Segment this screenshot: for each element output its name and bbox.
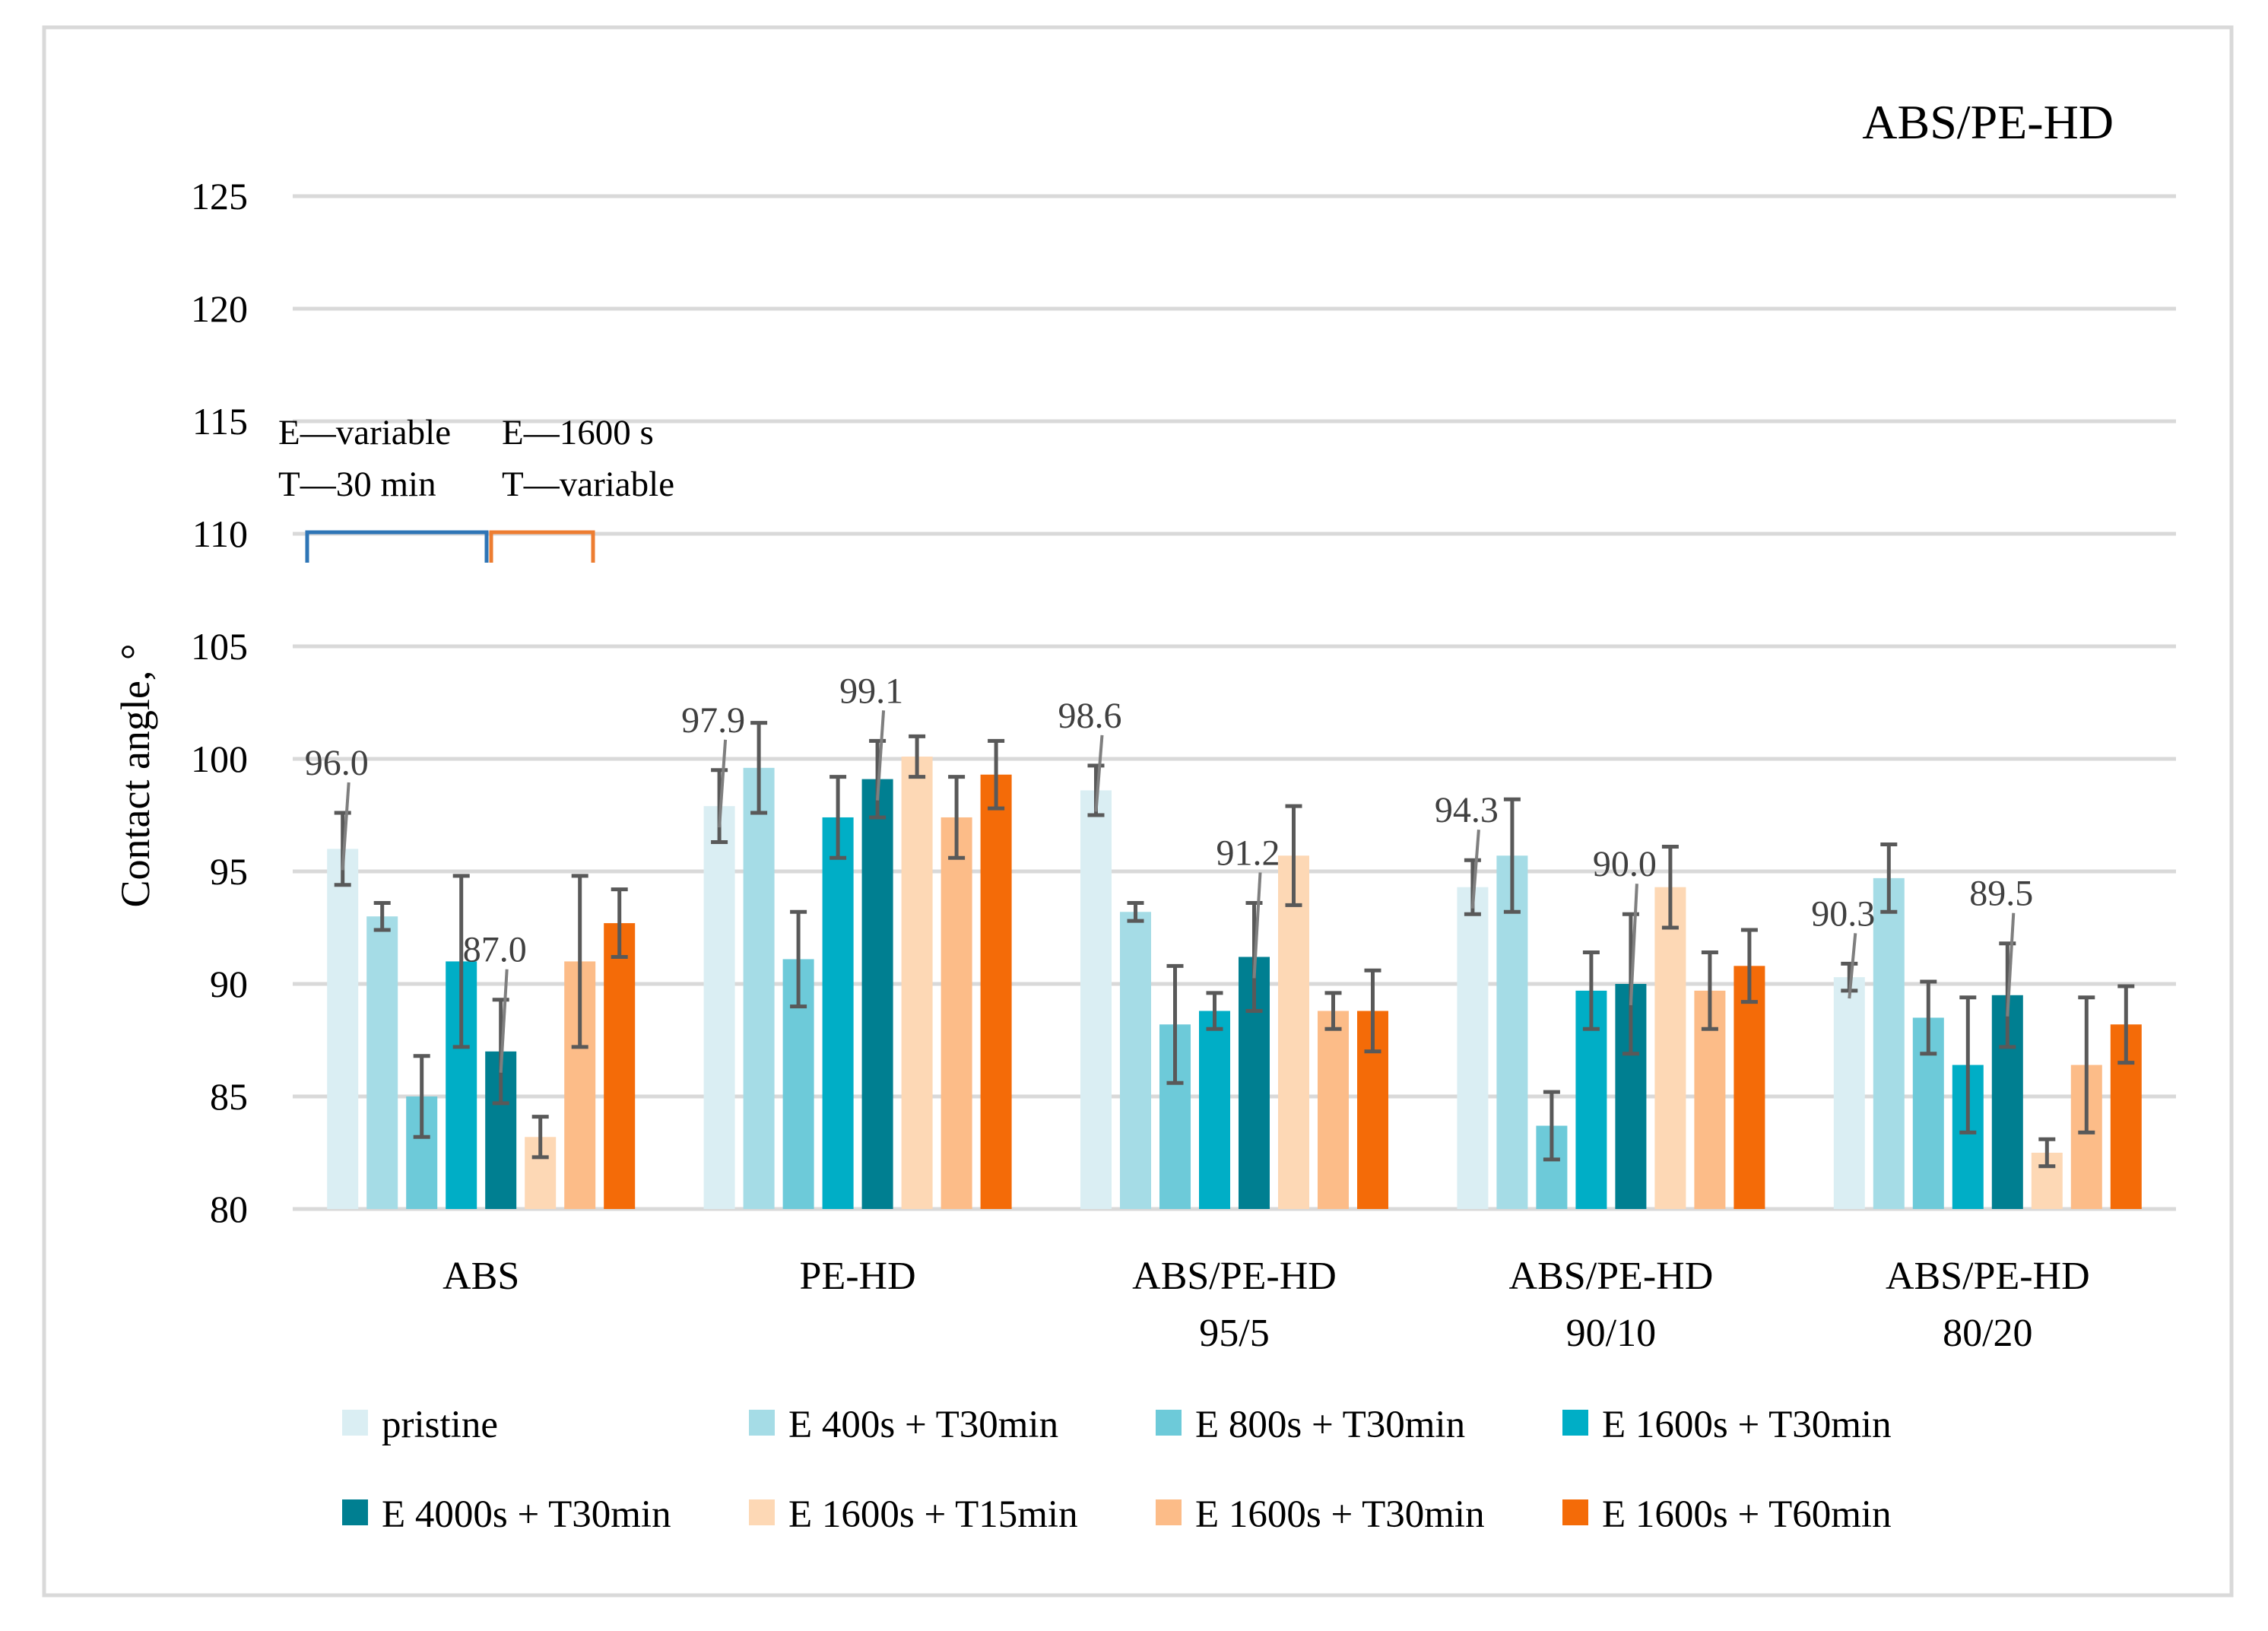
- bar: [1496, 855, 1528, 1209]
- x-tick-label: 80/20: [1943, 1312, 2032, 1355]
- y-axis-label: Contact angle, °: [113, 644, 158, 908]
- bar: [327, 849, 359, 1209]
- y-axis-ticks: 80 85 90 95 100 105 110 115 120 125: [191, 175, 248, 1230]
- data-label-leader: [1629, 884, 1638, 1006]
- legend-swatch: [342, 1410, 368, 1436]
- bar: [1457, 887, 1489, 1209]
- bar: [1873, 877, 1905, 1209]
- data-label: 89.5: [1969, 874, 2033, 914]
- y-tick-label: 110: [192, 512, 248, 555]
- x-tick-label: ABS/PE-HD: [1509, 1255, 1714, 1298]
- data-label: 90.0: [1593, 844, 1657, 884]
- bar: [941, 817, 972, 1209]
- bar: [366, 916, 398, 1209]
- data-label-leader: [341, 782, 351, 871]
- y-tick-label: 120: [191, 287, 248, 330]
- legend-label: pristine: [382, 1404, 498, 1446]
- y-tick-label: 100: [191, 738, 248, 780]
- bar: [703, 806, 735, 1209]
- legend: pristine E 400s + T30min E 800s + T30min E …: [342, 1404, 1892, 1536]
- bar: [604, 923, 636, 1209]
- legend-swatch: [1156, 1410, 1182, 1436]
- bar: [1120, 912, 1151, 1209]
- data-label: 87.0: [463, 930, 527, 970]
- y-tick-label: 125: [191, 175, 248, 217]
- bar: [822, 817, 854, 1209]
- data-label: 99.1: [839, 671, 903, 711]
- x-tick-label: PE-HD: [800, 1255, 916, 1298]
- data-label-leader: [876, 710, 886, 801]
- data-label: 97.9: [681, 700, 745, 741]
- data-label-leader: [1094, 735, 1104, 812]
- legend-swatch: [749, 1499, 775, 1525]
- bar: [1654, 887, 1686, 1209]
- y-tick-label: 115: [192, 400, 248, 443]
- bar: [861, 779, 893, 1209]
- y-tick-label: 95: [210, 850, 248, 893]
- data-labels: 96.0 87.0 97.9 99.1 98.6 91.2 94.3 90.0 90.3 89.5: [305, 671, 2033, 1073]
- legend-label: E 1600s + T15min: [788, 1493, 1078, 1536]
- annotation-right-line1: E—1600 s: [502, 413, 654, 452]
- legend-label: E 800s + T30min: [1195, 1404, 1465, 1446]
- bar: [1833, 977, 1865, 1209]
- data-label-leader: [1848, 933, 1857, 999]
- legend-swatch: [749, 1410, 775, 1436]
- legend-label: E 4000s + T30min: [382, 1493, 671, 1536]
- y-tick-label: 105: [191, 625, 248, 668]
- y-tick-label: 80: [210, 1188, 248, 1230]
- bar: [901, 757, 933, 1209]
- y-tick-label: 90: [210, 963, 248, 1005]
- x-tick-label: ABS/PE-HD: [1886, 1255, 2090, 1298]
- annotation-right-line2: T—variable: [502, 465, 674, 504]
- annotation-group: E—variable T—30 min E—1600 s T—variable: [278, 413, 674, 563]
- bar: [1278, 855, 1309, 1209]
- bars: [327, 721, 2142, 1209]
- x-tick-label: 95/5: [1199, 1312, 1269, 1355]
- legend-label: E 400s + T30min: [788, 1404, 1058, 1446]
- data-label-leader: [499, 969, 509, 1073]
- x-tick-label: ABS/PE-HD: [1132, 1255, 1337, 1298]
- x-tick-label: ABS: [442, 1255, 519, 1298]
- legend-label: E 1600s + T30min: [1602, 1404, 1892, 1446]
- bar: [1734, 966, 1765, 1209]
- bar: [1080, 790, 1112, 1209]
- data-label: 98.6: [1058, 696, 1122, 736]
- annotation-bracket-right: [489, 530, 595, 563]
- annotation-left-line2: T—30 min: [278, 465, 436, 504]
- data-label-leader: [1470, 830, 1480, 909]
- x-axis-categories: ABS PE-HD ABS/PE-HD 95/5 ABS/PE-HD 90/10 ABS/P…: [442, 1255, 2090, 1355]
- chart-title: ABS/PE-HD: [1862, 95, 2114, 149]
- legend-swatch: [1156, 1499, 1182, 1525]
- data-label: 94.3: [1435, 790, 1499, 830]
- bar: [743, 767, 775, 1209]
- bar: [1318, 1011, 1349, 1209]
- data-label: 96.0: [305, 743, 369, 783]
- data-label: 90.3: [1811, 893, 1875, 934]
- legend-swatch: [342, 1499, 368, 1525]
- data-label-leader: [718, 739, 728, 828]
- y-tick-label: 85: [210, 1075, 248, 1118]
- data-label-leader: [1252, 872, 1262, 979]
- x-tick-label: 90/10: [1566, 1312, 1656, 1355]
- bar: [1199, 1011, 1230, 1209]
- bar: [980, 774, 1012, 1209]
- legend-swatch: [1562, 1499, 1588, 1525]
- legend-label: E 1600s + T30min: [1195, 1493, 1485, 1536]
- data-label: 91.2: [1216, 833, 1280, 873]
- annotation-left-line1: E—variable: [278, 413, 451, 452]
- annotation-bracket-left: [305, 530, 489, 563]
- legend-swatch: [1562, 1410, 1588, 1436]
- legend-label: E 1600s + T60min: [1602, 1493, 1892, 1536]
- data-label-leader: [2006, 912, 2016, 1017]
- chart-frame: [42, 25, 2234, 1598]
